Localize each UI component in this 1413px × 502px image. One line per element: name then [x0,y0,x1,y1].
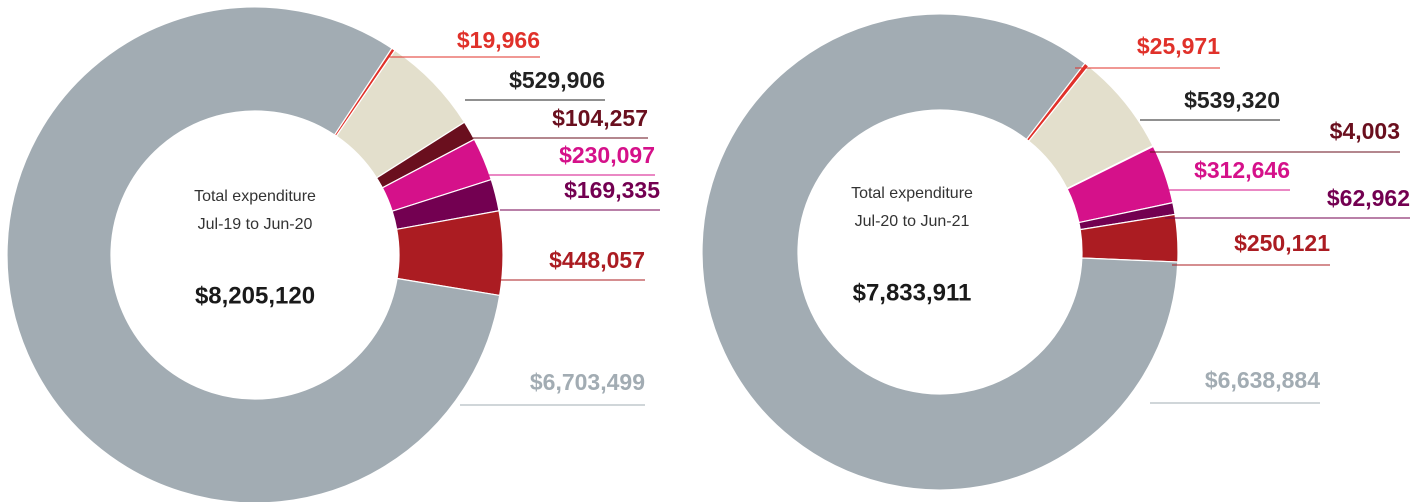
value-label: $250,121 [1234,230,1330,256]
value-label: $448,057 [549,247,645,273]
center-text: Jul-20 to Jun-21 [855,213,970,230]
value-label: $529,906 [509,67,605,93]
center-text: Total expenditure [851,185,973,202]
center-text: Total expenditure [194,188,316,205]
value-label: $169,335 [564,177,660,203]
center-text: Jul-19 to Jun-20 [198,216,313,233]
value-label: $6,638,884 [1205,367,1320,393]
value-label: $312,646 [1194,157,1290,183]
value-label: $6,703,499 [530,369,645,395]
value-label: $230,097 [559,142,655,168]
value-label: $19,966 [457,27,540,53]
value-label: $104,257 [552,105,648,131]
value-label: $4,003 [1330,118,1400,144]
value-label: $25,971 [1137,33,1220,59]
center-total: $7,833,911 [853,279,972,306]
value-label: $62,962 [1327,185,1410,211]
center-total: $8,205,120 [195,282,315,309]
donut-slice [701,13,1179,491]
value-label: $539,320 [1184,87,1280,113]
